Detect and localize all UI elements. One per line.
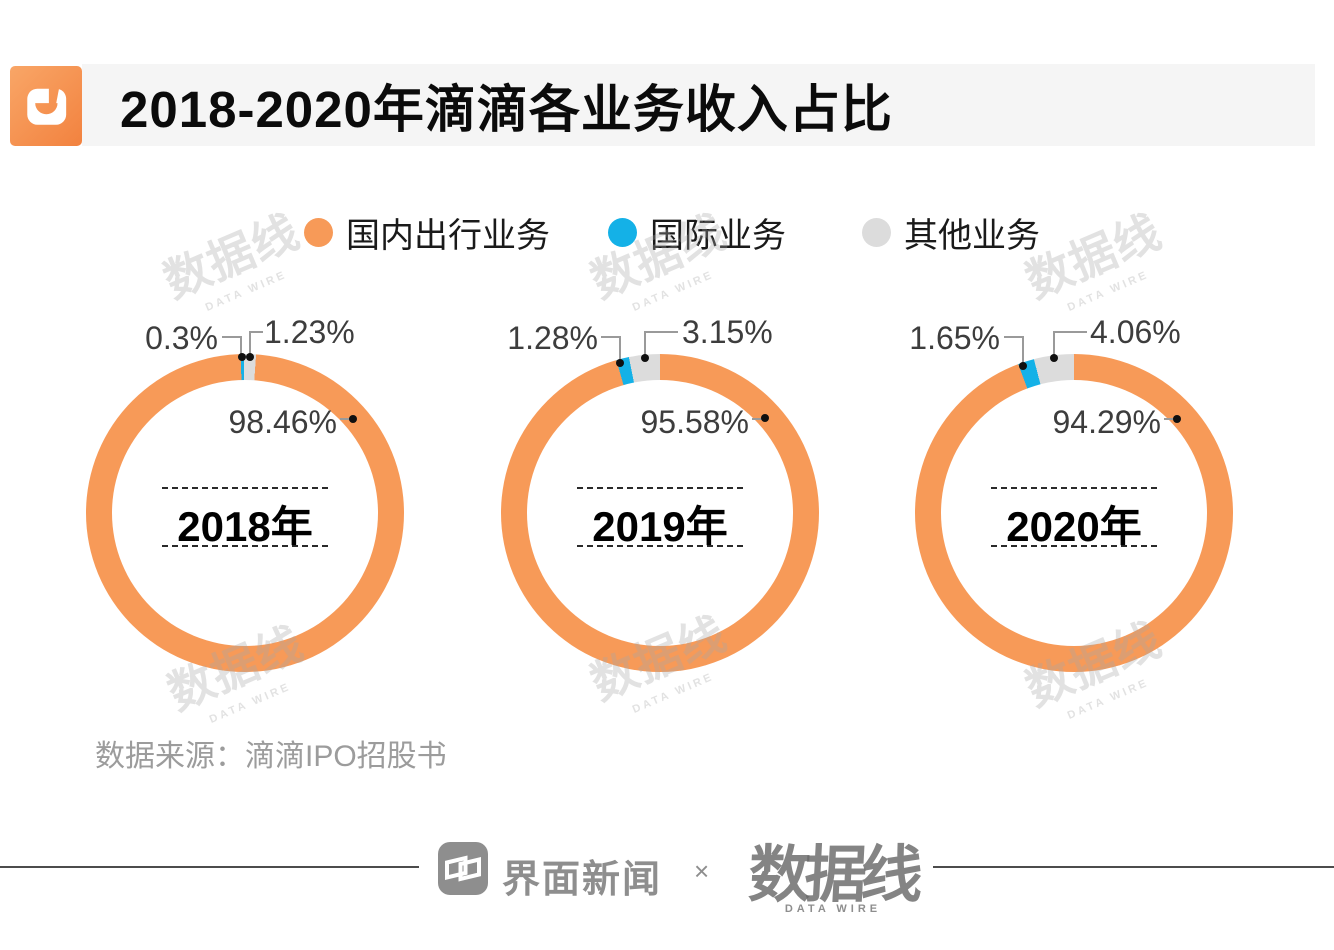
legend-item-international: 国际业务 bbox=[608, 214, 786, 255]
callout-line bbox=[619, 336, 621, 360]
pct-2018-domestic: 98.46% bbox=[228, 404, 337, 440]
callout-line bbox=[601, 336, 621, 338]
callout-dot bbox=[641, 354, 649, 362]
datawire-watermark: 数据线 DATA WIRE bbox=[156, 204, 307, 314]
pct-2020-other: 4.06% bbox=[1090, 314, 1181, 350]
legend-label-domestic: 国内出行业务 bbox=[346, 216, 550, 255]
pct-2019-other: 3.15% bbox=[682, 314, 773, 350]
legend-item-domestic: 国内出行业务 bbox=[304, 214, 550, 255]
legend-dot-domestic-icon bbox=[304, 217, 333, 247]
pct-2019-international: 1.28% bbox=[507, 320, 598, 356]
donut-2019-hole bbox=[527, 380, 793, 646]
page-title: 2018-2020年滴滴各业务收入占比 bbox=[120, 81, 893, 138]
donut-2020-hole bbox=[941, 380, 1207, 646]
footer-rule-left bbox=[0, 866, 419, 868]
dash-bottom-2020 bbox=[991, 545, 1157, 547]
callout-line bbox=[249, 331, 263, 333]
pct-2018-international: 0.3% bbox=[145, 320, 218, 356]
donut-2020 bbox=[915, 354, 1233, 672]
callout-line bbox=[1164, 418, 1176, 420]
legend-item-other: 其他业务 bbox=[862, 214, 1040, 255]
data-source-note: 数据来源：滴滴IPO招股书 bbox=[95, 740, 447, 773]
year-label-2020: 2020年 bbox=[1006, 503, 1142, 550]
year-label-2019: 2019年 bbox=[592, 503, 728, 550]
pct-2020-international: 1.65% bbox=[909, 320, 1000, 356]
legend-label-other: 其他业务 bbox=[904, 216, 1040, 255]
callout-line bbox=[340, 418, 352, 420]
datawire-subtitle: DATA WIRE bbox=[784, 903, 882, 915]
callout-line bbox=[1022, 336, 1024, 363]
didi-logo-icon bbox=[17, 78, 78, 135]
title-bar: 2018-2020年滴滴各业务收入占比 bbox=[82, 64, 1315, 146]
pct-2019-domestic: 95.58% bbox=[640, 404, 749, 440]
datawire-wordmark: 数据线 bbox=[746, 841, 919, 910]
legend-dot-international-icon bbox=[608, 217, 637, 247]
callout-dot bbox=[349, 415, 357, 423]
callout-dot bbox=[761, 414, 769, 422]
didi-logo bbox=[10, 66, 82, 146]
callout-line bbox=[1004, 336, 1024, 338]
donut-2018-hole bbox=[112, 380, 378, 646]
callout-dot bbox=[1019, 362, 1027, 370]
callout-line bbox=[1053, 331, 1087, 333]
callout-dot bbox=[246, 353, 254, 361]
dash-bottom-2019 bbox=[577, 545, 743, 547]
callout-line bbox=[644, 331, 646, 355]
legend-label-international: 国际业务 bbox=[650, 216, 786, 255]
jiemian-logo bbox=[438, 842, 488, 895]
callout-dot bbox=[238, 353, 246, 361]
pct-2020-domestic: 94.29% bbox=[1052, 404, 1161, 440]
callout-dot bbox=[616, 359, 624, 367]
donut-2019 bbox=[501, 354, 819, 672]
callout-line bbox=[1053, 331, 1055, 355]
dash-top-2020 bbox=[991, 487, 1157, 489]
year-label-2018: 2018年 bbox=[177, 503, 313, 550]
cross-separator: × bbox=[694, 856, 710, 886]
footer-rule-right bbox=[933, 866, 1334, 868]
dash-top-2018 bbox=[162, 487, 328, 489]
callout-dot bbox=[1173, 415, 1181, 423]
legend-dot-other-icon bbox=[862, 217, 891, 247]
callout-dot bbox=[1050, 354, 1058, 362]
callout-line bbox=[240, 336, 242, 354]
callout-line bbox=[222, 336, 242, 338]
dash-top-2019 bbox=[577, 487, 743, 489]
callout-line bbox=[644, 331, 678, 333]
jiemian-wordmark: 界面新闻 bbox=[502, 859, 663, 901]
donut-2018 bbox=[86, 354, 404, 672]
dash-bottom-2018 bbox=[162, 545, 328, 547]
callout-line bbox=[249, 331, 251, 354]
jiemian-logo-icon bbox=[445, 855, 481, 882]
pct-2018-other: 1.23% bbox=[264, 314, 355, 350]
callout-line bbox=[752, 418, 764, 420]
